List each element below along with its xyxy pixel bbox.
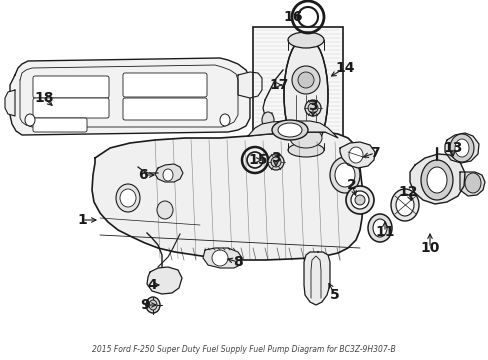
- Ellipse shape: [372, 219, 386, 237]
- Ellipse shape: [270, 157, 281, 167]
- Ellipse shape: [420, 160, 452, 200]
- Polygon shape: [5, 90, 15, 116]
- Polygon shape: [10, 58, 249, 135]
- Text: 18: 18: [34, 91, 54, 105]
- Text: 6: 6: [138, 168, 147, 182]
- Ellipse shape: [163, 169, 173, 181]
- Text: 1: 1: [77, 213, 87, 227]
- Text: 12: 12: [397, 185, 417, 199]
- Ellipse shape: [291, 66, 319, 94]
- Ellipse shape: [307, 103, 317, 113]
- Text: 2015 Ford F-250 Super Duty Fuel Supply Fuel Pump Diagram for BC3Z-9H307-B: 2015 Ford F-250 Super Duty Fuel Supply F…: [92, 346, 395, 355]
- Text: 11: 11: [374, 225, 394, 239]
- Ellipse shape: [395, 194, 413, 216]
- Ellipse shape: [25, 114, 35, 126]
- FancyBboxPatch shape: [33, 118, 87, 132]
- Ellipse shape: [348, 147, 362, 163]
- Ellipse shape: [329, 157, 359, 193]
- Ellipse shape: [262, 112, 273, 128]
- FancyBboxPatch shape: [252, 27, 342, 145]
- Text: 8: 8: [233, 255, 243, 269]
- Text: 10: 10: [420, 241, 439, 255]
- Text: 16: 16: [283, 10, 302, 24]
- Ellipse shape: [116, 184, 140, 212]
- Polygon shape: [238, 72, 262, 98]
- Ellipse shape: [305, 100, 320, 116]
- Ellipse shape: [454, 139, 468, 157]
- Ellipse shape: [426, 167, 446, 193]
- Ellipse shape: [297, 72, 313, 88]
- Ellipse shape: [287, 143, 324, 157]
- Ellipse shape: [278, 123, 302, 137]
- Ellipse shape: [220, 114, 229, 126]
- Text: 9: 9: [140, 298, 149, 312]
- Polygon shape: [247, 121, 337, 138]
- Polygon shape: [92, 132, 362, 260]
- Text: 14: 14: [335, 61, 354, 75]
- Text: 5: 5: [329, 288, 339, 302]
- Ellipse shape: [346, 186, 373, 214]
- Ellipse shape: [157, 201, 173, 219]
- FancyBboxPatch shape: [123, 98, 206, 120]
- Ellipse shape: [271, 120, 307, 140]
- FancyBboxPatch shape: [33, 98, 109, 118]
- Text: 17: 17: [269, 78, 288, 92]
- FancyBboxPatch shape: [123, 73, 206, 97]
- Text: 4: 4: [147, 278, 157, 292]
- Text: 7: 7: [369, 146, 379, 160]
- Ellipse shape: [354, 195, 364, 205]
- Polygon shape: [409, 154, 464, 204]
- Text: 3: 3: [307, 99, 317, 113]
- Polygon shape: [444, 133, 478, 163]
- Ellipse shape: [212, 250, 227, 266]
- Text: 2: 2: [346, 178, 356, 192]
- Ellipse shape: [149, 300, 157, 310]
- Ellipse shape: [284, 37, 327, 153]
- Polygon shape: [147, 267, 182, 294]
- Ellipse shape: [289, 128, 321, 148]
- Text: 15: 15: [248, 153, 267, 167]
- Polygon shape: [304, 252, 329, 305]
- Ellipse shape: [146, 297, 160, 313]
- Ellipse shape: [449, 134, 473, 162]
- Polygon shape: [339, 142, 374, 168]
- Ellipse shape: [390, 189, 418, 221]
- Polygon shape: [203, 248, 242, 268]
- Ellipse shape: [267, 154, 284, 170]
- Ellipse shape: [464, 173, 480, 193]
- Ellipse shape: [334, 163, 354, 187]
- Ellipse shape: [350, 191, 368, 209]
- Polygon shape: [155, 164, 183, 182]
- Ellipse shape: [287, 32, 324, 48]
- Ellipse shape: [367, 214, 391, 242]
- Ellipse shape: [120, 189, 136, 207]
- FancyBboxPatch shape: [33, 76, 109, 98]
- Text: 13: 13: [443, 141, 462, 155]
- Polygon shape: [459, 172, 484, 196]
- Text: 3: 3: [271, 151, 280, 165]
